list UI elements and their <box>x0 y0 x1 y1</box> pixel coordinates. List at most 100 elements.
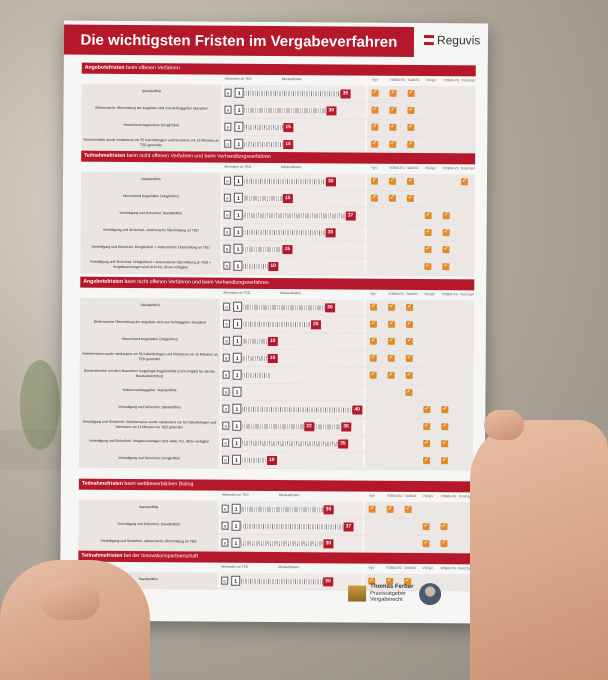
day-marker: 1 <box>233 260 243 271</box>
check-icon: ✓ <box>387 354 395 362</box>
deadline-value: 30 <box>323 576 333 586</box>
row-timeline: 0 1 30 <box>223 101 366 119</box>
check-icon: ✓ <box>407 140 415 148</box>
day-marker: 1 <box>234 121 244 132</box>
row-label: Verteidigung und Sicherheit: Standardfri… <box>78 516 219 534</box>
row-applicability: ✓ ✓ ✓ <box>367 102 476 119</box>
send-marker: 0 <box>223 261 231 270</box>
day-marker: 1 <box>234 138 244 149</box>
deadline-value: 15 <box>282 193 293 203</box>
day-marker: 1 <box>234 104 244 115</box>
section-title-sub: beim nicht offenen Verfahren und beim Ve… <box>124 278 269 286</box>
deadline-bar <box>243 212 350 219</box>
row-label: Verteidigung und Sicherheit: Vergabeunte… <box>79 433 220 451</box>
day-marker: 1 <box>233 301 243 312</box>
day-marker: 1 <box>231 503 241 514</box>
col-mindest: Mindestfristen <box>280 290 301 295</box>
check-icon: ✓ <box>423 439 431 447</box>
send-marker: 0 <box>221 521 229 530</box>
deadline-bar <box>242 423 346 430</box>
col-abs: Absenden an TED <box>224 164 251 169</box>
check-icon: ✓ <box>405 320 414 328</box>
col-c5: VOB/A-VS <box>443 77 460 82</box>
col-c2: VOB/A-EU <box>389 165 405 170</box>
col-mindest: Mindestfristen <box>278 564 299 569</box>
check-icon: ✓ <box>387 371 395 379</box>
col-c5: VOB/A-VS <box>443 165 459 170</box>
check-icon: ✓ <box>404 505 412 513</box>
row-timeline: 0 1 30 <box>220 534 363 552</box>
row-applicability: ✓ ✓ ✓ <box>365 350 474 367</box>
reguvis-logo-icon <box>423 35 435 46</box>
row-label: Verteidigung und Sicherheit: Standardfri… <box>79 399 220 417</box>
section-0: Angebotsfristen beim offenen Verfahren Ab… <box>81 62 476 154</box>
check-icon: ✓ <box>368 505 376 513</box>
row-timeline: 0 1 40 <box>221 400 364 418</box>
check-icon: ✓ <box>406 177 415 185</box>
deadline-value: 15 <box>283 122 293 132</box>
deadline-value: 10 <box>267 353 278 363</box>
check-icon: ✓ <box>370 177 379 185</box>
check-icon: ✓ <box>442 228 450 236</box>
row-applicability: ✓ ✓ ✓ ✓ <box>366 173 476 190</box>
row-applicability: ✓ ✓ <box>366 258 475 275</box>
send-marker: 0 <box>223 176 232 185</box>
row-timeline: 0 1 15 <box>223 118 366 136</box>
check-icon: ✓ <box>369 337 377 345</box>
row-applicability: ✓ ✓ <box>366 241 475 258</box>
check-icon: ✓ <box>407 106 415 114</box>
section-title-sub: bei der Innovationspartnerschaft <box>123 552 199 560</box>
col-c1: VgV <box>370 291 377 296</box>
day-marker: 1 <box>232 437 242 448</box>
check-icon: ✓ <box>441 422 449 430</box>
deadline-bar <box>242 440 343 446</box>
check-icon: ✓ <box>441 456 449 464</box>
section-title-sub: beim offenen Verfahren <box>125 64 180 72</box>
check-icon: ✓ <box>406 194 414 202</box>
row-label: Verteidigung und Sicherheit: Dringlichke… <box>78 450 220 468</box>
send-marker: 0 <box>221 504 229 513</box>
send-marker: 0 <box>222 421 230 430</box>
col-c2: VOB/A-EU <box>386 493 403 498</box>
day-marker: 1 <box>231 520 241 531</box>
row-label: Verteidigung und Sicherheit: Standardfri… <box>80 205 221 223</box>
row-label: Standardfrist <box>80 171 222 189</box>
day-marker: 1 <box>234 87 244 98</box>
check-icon: ✓ <box>389 140 397 148</box>
row-applicability: ✓ ✓ ✓ <box>367 119 476 136</box>
col-c1: VgV <box>368 493 376 498</box>
check-icon: ✓ <box>405 388 413 396</box>
send-marker: 0 <box>222 404 230 413</box>
col-c3: SektVO <box>404 493 417 498</box>
send-marker: 0 <box>223 193 231 202</box>
col-c4: VSVgV <box>422 565 433 570</box>
deadline-bar <box>241 506 328 512</box>
col-c2: VOB/A-EU <box>389 77 406 82</box>
deadline-value: 15 <box>282 244 293 254</box>
left-hand <box>0 560 150 680</box>
row-applicability: ✓ <box>365 384 474 401</box>
row-applicability: ✓ ✓ <box>365 418 474 435</box>
check-icon: ✓ <box>386 505 394 513</box>
row-label: Einvernehmlich mit allen Bewerbern festg… <box>79 365 220 383</box>
check-icon: ✓ <box>405 371 413 379</box>
col-c2: VOB/A-EU <box>388 291 404 296</box>
col-c4: VSVgV <box>424 291 435 296</box>
deadline-value: 37 <box>343 521 354 532</box>
send-marker: 0 <box>222 387 230 396</box>
row-timeline: 0 1 15 <box>223 135 366 153</box>
col-c3: SektVO <box>407 165 419 170</box>
row-timeline: 0 1 30 <box>222 298 365 316</box>
deadline-bar <box>244 107 331 113</box>
deadline-value: 30 <box>325 302 335 312</box>
right-hand <box>470 420 608 680</box>
check-icon: ✓ <box>406 303 414 311</box>
row-label: Standardfrist <box>81 83 222 101</box>
day-marker: 1 <box>232 318 243 329</box>
send-marker: 0 <box>221 576 229 585</box>
col-c6: KonzVgV <box>461 165 475 170</box>
check-icon: ✓ <box>422 539 430 547</box>
col-c2: VOB/A-EU <box>386 565 403 570</box>
col-c5: VOB/A-VS <box>442 291 458 296</box>
